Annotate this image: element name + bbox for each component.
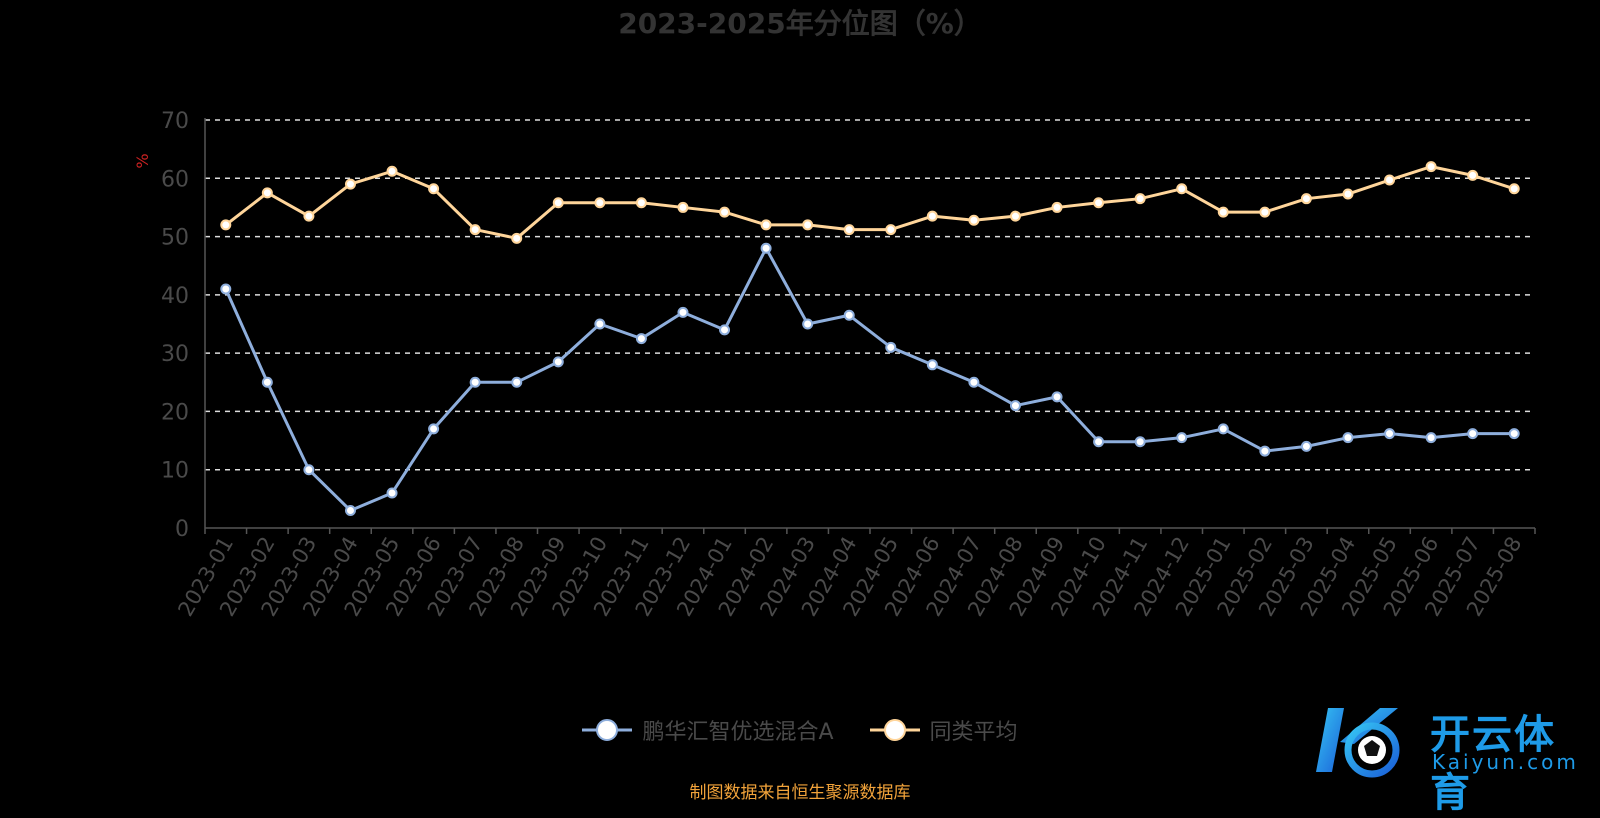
data-point-fund[interactable] xyxy=(1009,400,1021,412)
data-point-average[interactable] xyxy=(1009,210,1021,222)
data-point-average[interactable] xyxy=(220,219,232,231)
legend-swatch-fund xyxy=(582,719,633,741)
data-point-fund[interactable] xyxy=(926,359,938,371)
legend-label-fund: 鹏华汇智优选混合A xyxy=(642,720,834,745)
data-point-fund[interactable] xyxy=(1342,432,1354,444)
data-point-average[interactable] xyxy=(1300,193,1312,205)
data-point-fund[interactable] xyxy=(511,376,523,388)
data-point-fund[interactable] xyxy=(220,283,232,295)
data-point-fund[interactable] xyxy=(261,376,273,388)
data-point-average[interactable] xyxy=(719,206,731,218)
data-point-average[interactable] xyxy=(428,183,440,195)
data-point-average[interactable] xyxy=(926,210,938,222)
legend-swatch-average xyxy=(869,719,920,741)
data-point-fund[interactable] xyxy=(635,333,647,345)
y-tick-label: 20 xyxy=(161,400,189,425)
data-point-fund[interactable] xyxy=(594,318,606,330)
data-point-average[interactable] xyxy=(1508,183,1520,195)
data-point-average[interactable] xyxy=(1134,193,1146,205)
data-point-fund[interactable] xyxy=(303,464,315,476)
data-point-average[interactable] xyxy=(1342,188,1354,200)
data-point-average[interactable] xyxy=(511,232,523,244)
data-point-average[interactable] xyxy=(968,214,980,226)
data-point-average[interactable] xyxy=(677,201,689,213)
legend-item-fund[interactable]: 鹏华汇智优选混合A xyxy=(582,714,834,746)
y-tick-label: 0 xyxy=(175,517,189,542)
line-chart: 010203040506070%2023-012023-022023-03202… xyxy=(133,109,1536,620)
data-point-fund[interactable] xyxy=(843,309,855,321)
data-point-fund[interactable] xyxy=(1093,436,1105,448)
watermark-text-en: Kaiyun.com xyxy=(1432,750,1579,774)
data-point-average[interactable] xyxy=(303,210,315,222)
data-point-fund[interactable] xyxy=(386,487,398,499)
data-point-average[interactable] xyxy=(885,224,897,236)
data-point-average[interactable] xyxy=(261,187,273,199)
data-point-average[interactable] xyxy=(344,178,356,190)
axes: 010203040506070%2023-012023-022023-03202… xyxy=(133,109,1536,620)
series-line-average xyxy=(224,165,1515,240)
y-tick-label: 30 xyxy=(161,342,189,367)
data-point-fund[interactable] xyxy=(968,376,980,388)
grid-lines xyxy=(205,119,1535,471)
data-point-average[interactable] xyxy=(552,197,564,209)
data-point-average[interactable] xyxy=(1384,174,1396,186)
data-point-fund[interactable] xyxy=(1217,423,1229,435)
data-point-fund[interactable] xyxy=(885,341,897,353)
data-point-average[interactable] xyxy=(1051,201,1063,213)
watermark: 开云体育 Kaiyun.com xyxy=(1310,700,1590,816)
data-point-average[interactable] xyxy=(802,219,814,231)
data-point-fund[interactable] xyxy=(677,306,689,318)
data-point-average[interactable] xyxy=(1467,169,1479,181)
data-point-average[interactable] xyxy=(635,197,647,209)
y-tick-label: 50 xyxy=(161,226,189,251)
data-point-fund[interactable] xyxy=(719,324,731,336)
y-tick-label: 70 xyxy=(161,109,189,134)
data-point-average[interactable] xyxy=(843,224,855,236)
data-point-average[interactable] xyxy=(386,165,398,177)
data-point-fund[interactable] xyxy=(469,376,481,388)
series-lines xyxy=(220,161,1520,517)
data-point-fund[interactable] xyxy=(552,356,564,368)
data-point-fund[interactable] xyxy=(802,318,814,330)
legend: 鹏华汇智优选混合A 同类平均 xyxy=(0,714,1600,746)
data-point-fund[interactable] xyxy=(1384,428,1396,440)
kaiyun-logo-icon xyxy=(1316,708,1400,778)
data-point-fund[interactable] xyxy=(1051,391,1063,403)
data-point-fund[interactable] xyxy=(428,423,440,435)
data-point-fund[interactable] xyxy=(1467,428,1479,440)
data-point-fund[interactable] xyxy=(760,242,772,254)
data-point-fund[interactable] xyxy=(1425,432,1437,444)
legend-item-average[interactable]: 同类平均 xyxy=(869,714,1018,746)
data-point-fund[interactable] xyxy=(1508,428,1520,440)
data-point-average[interactable] xyxy=(1217,206,1229,218)
data-point-fund[interactable] xyxy=(1176,432,1188,444)
source-note: 制图数据来自恒生聚源数据库 xyxy=(689,783,911,803)
data-point-average[interactable] xyxy=(469,224,481,236)
legend-label-average: 同类平均 xyxy=(929,720,1018,745)
data-point-fund[interactable] xyxy=(1259,445,1271,457)
data-point-average[interactable] xyxy=(1425,161,1437,173)
data-point-fund[interactable] xyxy=(344,505,356,517)
chart-title: 2023-2025年分位图（%） xyxy=(618,7,982,40)
y-tick-label: 40 xyxy=(161,284,189,309)
series-line-fund xyxy=(224,246,1515,513)
data-point-average[interactable] xyxy=(594,197,606,209)
data-point-fund[interactable] xyxy=(1134,436,1146,448)
y-tick-label: 10 xyxy=(161,459,189,484)
data-point-average[interactable] xyxy=(760,219,772,231)
y-tick-label: 60 xyxy=(161,167,189,192)
y-axis-label: % xyxy=(133,153,152,168)
data-point-average[interactable] xyxy=(1259,206,1271,218)
data-point-average[interactable] xyxy=(1093,197,1105,209)
data-point-average[interactable] xyxy=(1176,183,1188,195)
data-point-fund[interactable] xyxy=(1300,440,1312,452)
